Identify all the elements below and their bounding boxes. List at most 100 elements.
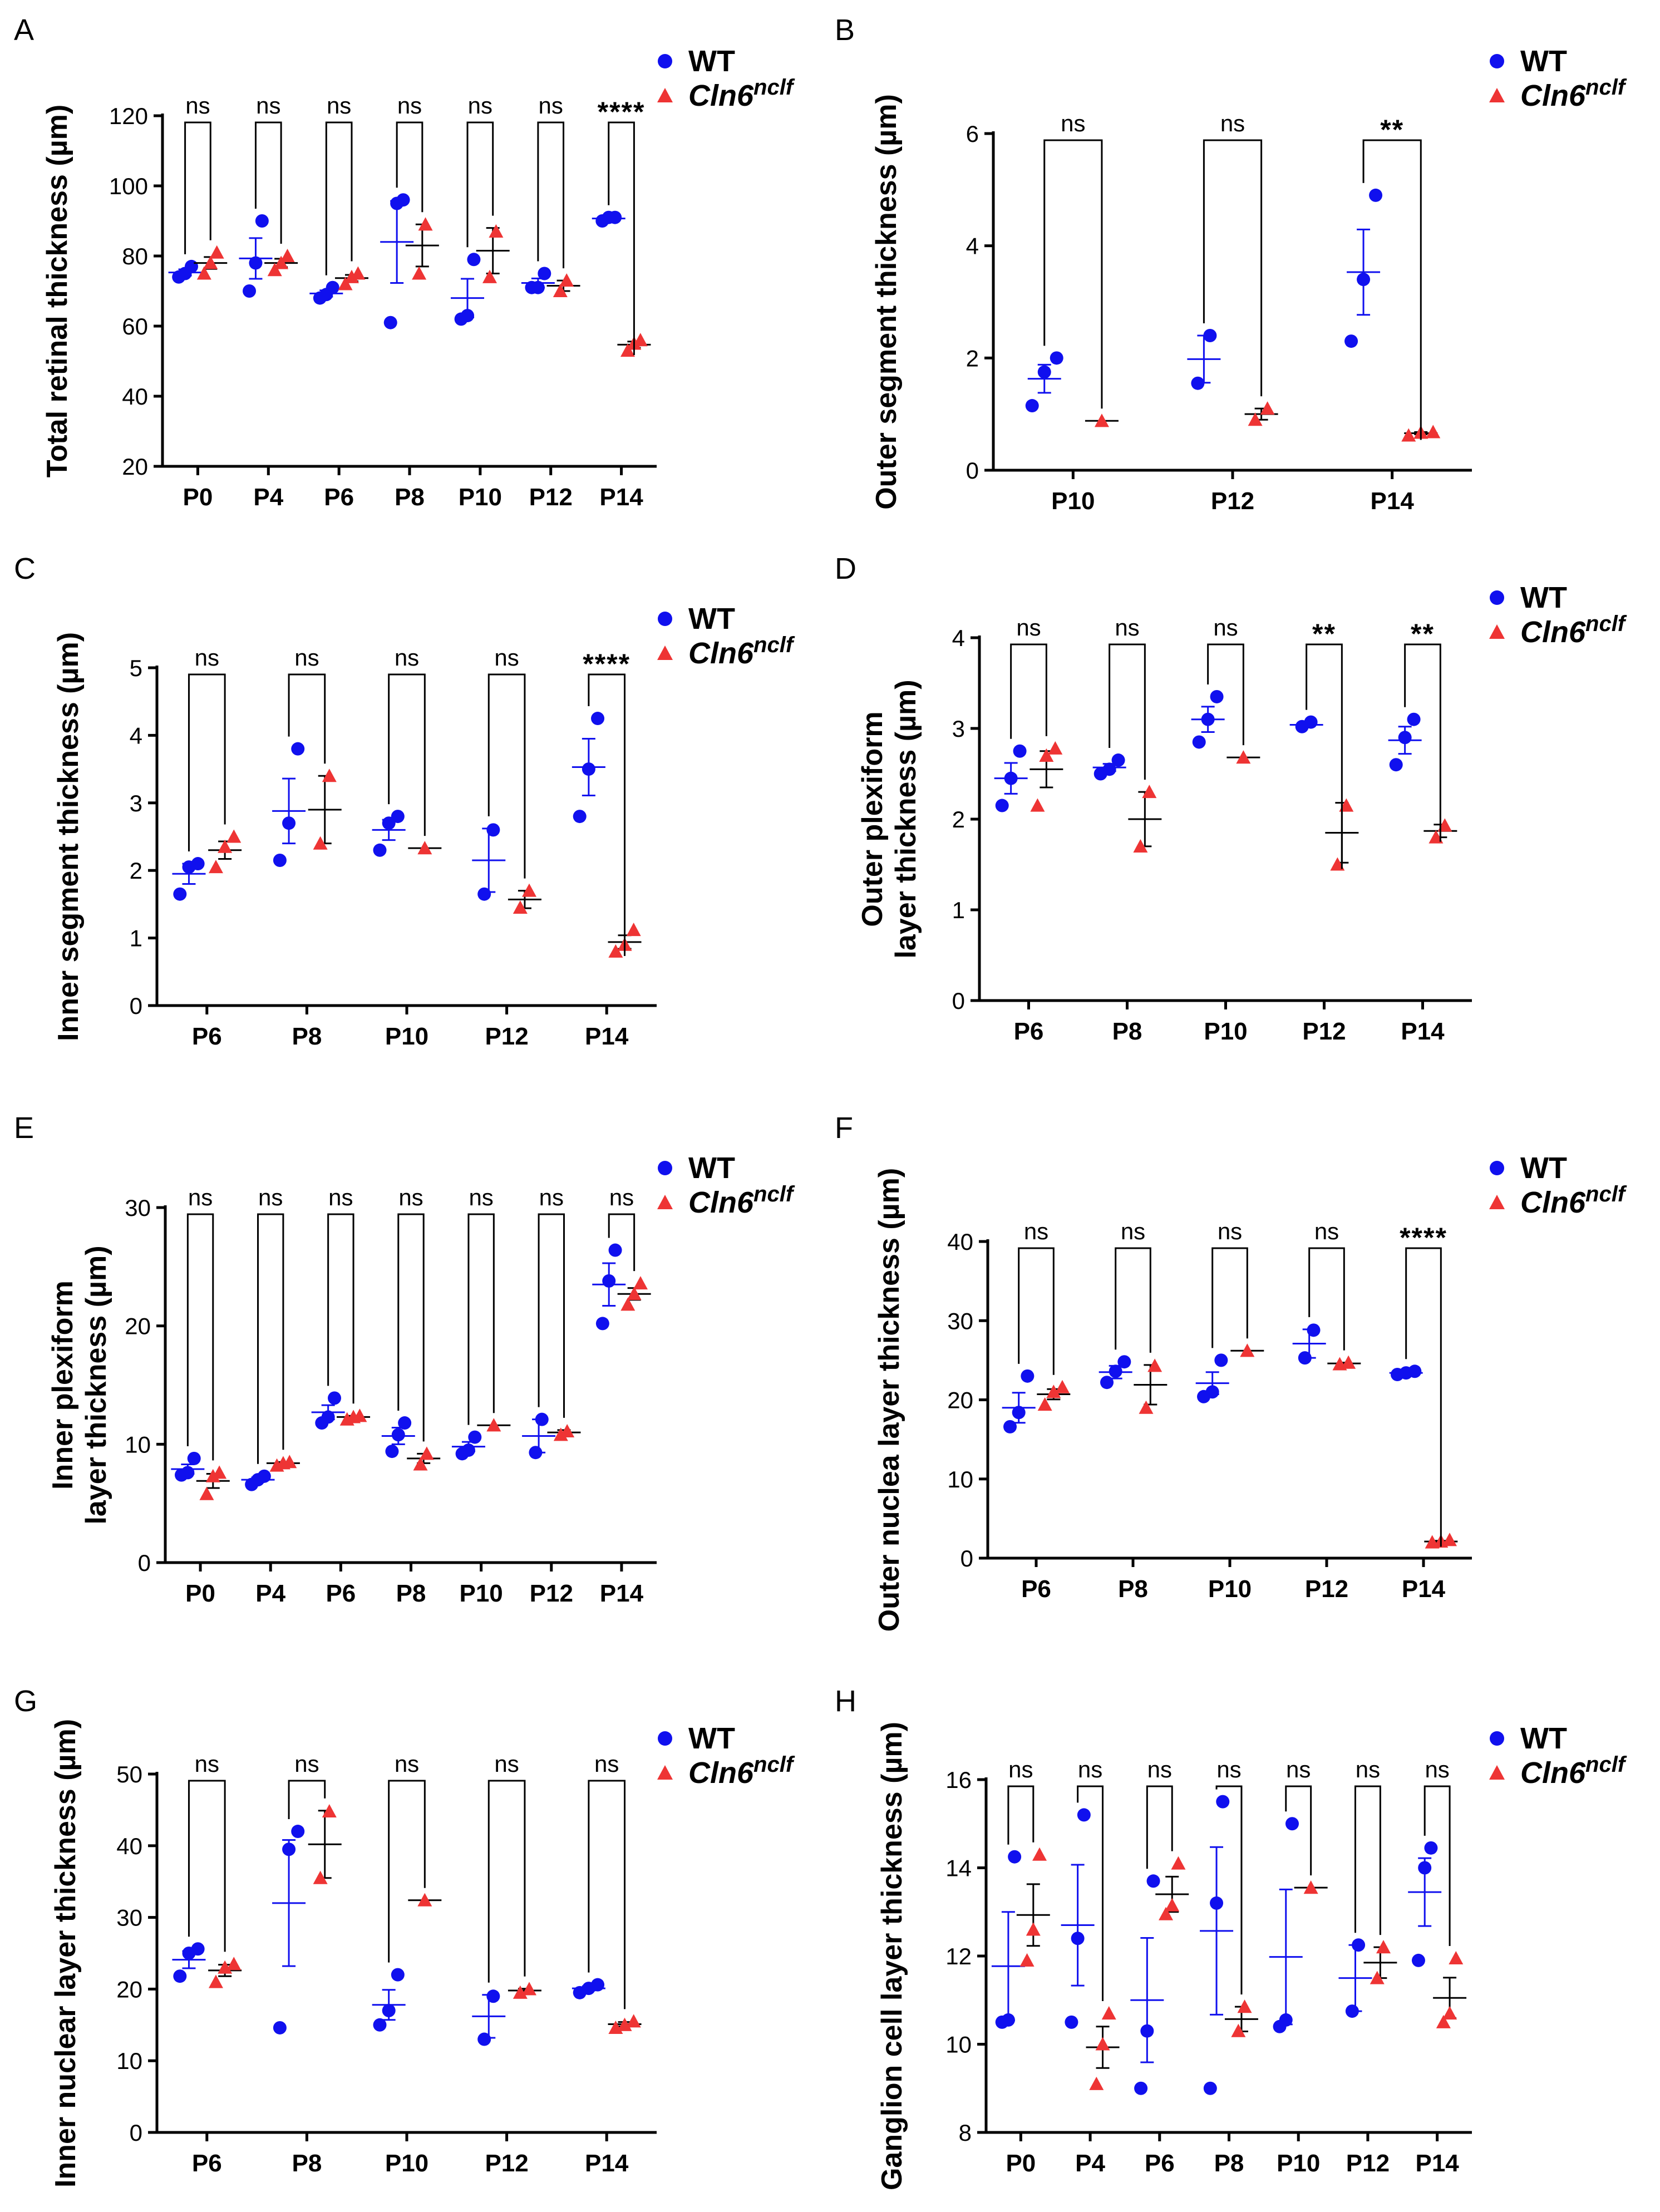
data-point-wt [1298,1351,1312,1365]
y-tick-label: 120 [109,103,148,129]
y-tick-label: 40 [947,1229,973,1255]
y-tick-label: 0 [130,2120,142,2146]
significance-label: ns [258,1184,283,1210]
data-point-wt [273,2021,287,2034]
legend-marker-wt [1490,1161,1504,1175]
data-point-cln6 [617,2017,632,2031]
data-point-cln6 [351,266,366,280]
legend-label-wt: WT [1520,581,1567,614]
data-point-cln6 [522,883,537,897]
significance-label: ns [609,1184,634,1210]
data-point-wt [573,810,587,824]
data-point-wt [1201,712,1215,726]
data-point-cln6 [203,255,218,269]
significance-bracket [588,1780,626,2009]
legend-label-wt: WT [688,1151,735,1185]
y-tick-label: 40 [116,1833,142,1859]
significance-label: ns [1425,1756,1449,1782]
data-point-cln6 [412,266,427,280]
data-point-wt [1307,1323,1321,1337]
significance-label: ns [539,92,563,119]
panel-h: H 8 10 12 14 16 Ganglion cell layer thickness … [835,1684,1627,2190]
y-tick-label: 10 [945,2032,972,2058]
data-point-wt [467,253,481,267]
x-tick-label: P10 [385,1023,428,1050]
data-point-wt [1008,1850,1022,1864]
data-point-wt [326,280,339,294]
data-point-wt [1369,188,1383,202]
x-tick-label: P6 [324,484,354,511]
data-point-cln6 [627,1287,642,1300]
legend-marker-wt [658,1161,672,1175]
data-point-wt [291,1825,305,1839]
data-point-wt [1210,1896,1224,1910]
significance-bracket [537,121,565,269]
data-point-wt [1285,1817,1299,1831]
data-point-wt [373,2018,387,2032]
x-tick-label: P12 [530,1580,573,1607]
legend-label-wt: WT [688,45,735,78]
x-tick-label: P14 [1401,1018,1445,1045]
significance-bracket [1405,1247,1442,1547]
data-point-wt [1203,2081,1217,2095]
y-tick-label: 20 [122,454,148,480]
panel-letter: E [14,1111,34,1145]
data-point-cln6 [1260,401,1275,415]
data-point-wt [582,762,595,776]
significance-label: ns [1008,1756,1033,1782]
x-tick-label: P12 [1302,1018,1346,1045]
y-tick-label: 2 [130,858,142,884]
y-tick-label: 100 [109,173,148,199]
data-point-wt [1357,273,1371,287]
panel-letter: B [835,13,855,47]
data-point-cln6 [209,245,224,259]
x-tick-label: P10 [459,484,502,511]
x-tick-label: P12 [485,2150,528,2177]
x-tick-label: P6 [1021,1575,1051,1603]
y-tick-label: 0 [960,1545,973,1571]
data-point-wt [385,1445,399,1459]
legend-marker-wt [1490,54,1504,68]
data-point-wt [461,1443,475,1457]
significance-label: ns [397,92,422,119]
data-point-cln6 [1048,741,1063,755]
data-point-cln6 [1236,750,1251,764]
data-point-cln6 [522,1982,537,1996]
data-point-wt [1411,1953,1425,1967]
y-tick-label: 1 [952,897,965,923]
y-axis-label: Outer segment thickness (µm) [870,94,903,510]
x-tick-label: P14 [1415,2150,1459,2177]
significance-bracket [327,1213,354,1404]
data-point-cln6 [1231,2023,1246,2037]
y-axis-label-line2: layer thickness (µm) [80,1245,112,1524]
data-point-cln6 [489,224,504,238]
data-point-wt [382,2004,396,2018]
data-point-cln6 [282,1455,297,1469]
data-point-wt [1279,2013,1293,2027]
y-axis-label: Outer plexiform [856,711,889,927]
data-point-cln6 [1303,1880,1318,1894]
x-tick-label: P12 [485,1023,528,1050]
data-point-cln6 [1139,1400,1154,1414]
x-tick-label: P10 [1277,2150,1320,2177]
significance-bracket [257,1213,284,1464]
y-tick-label: 8 [959,2120,972,2146]
data-point-wt [291,742,305,756]
significance-label: ns [188,1184,213,1210]
y-tick-label: 1 [130,925,142,952]
significance-label: ns [1121,1218,1145,1244]
significance-bracket [1010,643,1047,739]
data-point-wt [391,810,405,824]
data-point-wt [1065,2015,1078,2029]
data-point-cln6 [1095,2037,1110,2051]
data-point-cln6 [482,269,497,283]
data-point-cln6 [513,900,528,914]
y-tick-label: 30 [125,1195,151,1221]
data-point-cln6 [1436,2014,1451,2028]
significance-label: ns [1016,614,1041,641]
data-point-wt [1205,1385,1219,1399]
significance-label: ns [185,92,210,119]
data-point-cln6 [1039,748,1054,762]
significance-label: ns [1218,1218,1242,1244]
data-point-wt [383,316,397,329]
